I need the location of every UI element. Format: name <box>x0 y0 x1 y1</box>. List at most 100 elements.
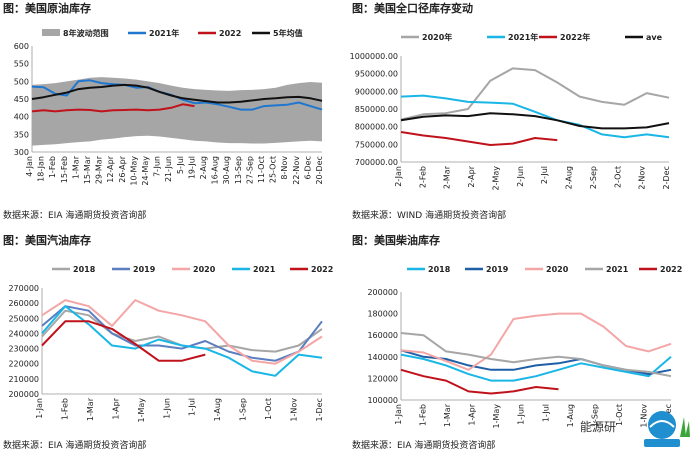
y-tick-label: 900000.00 <box>355 87 398 96</box>
y-tick-label: 750000.00 <box>355 140 398 149</box>
legend-label: 5年均值 <box>273 28 303 38</box>
y-tick-label: 500 <box>14 77 29 86</box>
y-tick-label: 230000 <box>8 345 39 354</box>
legend-label: 2021年 <box>508 32 538 42</box>
legend-label: 2019 <box>133 265 156 274</box>
y-tick-label: 550 <box>14 60 29 69</box>
band-area <box>32 77 322 146</box>
x-tick-label: 18-Jan <box>37 156 46 182</box>
source-crude: 数据来源：EIA 海通期货投资咨询部 <box>3 211 147 221</box>
series-line-2 <box>400 131 558 146</box>
y-tick-label: 240000 <box>8 329 39 338</box>
x-tick-label: 1-Jan <box>35 398 44 419</box>
x-tick-label: 12-Apr <box>106 155 115 182</box>
x-tick-label: 24-May <box>141 156 150 186</box>
y-tick-label: 300 <box>14 148 29 157</box>
y-tick-label: 270000 <box>8 284 39 293</box>
y-tick-label: 250000 <box>8 314 39 323</box>
y-tick-label: 140000 <box>367 353 398 362</box>
chart-title-gasoline: 图：美国汽油库存 <box>3 234 91 247</box>
chart-gasoline: 200000 210000 220000 230000 240000 250000 2600… <box>8 265 333 423</box>
y-tick-label: 200000 <box>367 288 398 297</box>
x-tick-label: 2-Apr <box>467 165 476 187</box>
legend-label: 2021年 <box>149 28 179 38</box>
y-tick-label: 800000.00 <box>355 123 398 132</box>
series-line-3 <box>400 332 672 378</box>
y-tick-label: 120000 <box>367 374 398 383</box>
x-tick-label: 20-Dec <box>315 156 324 185</box>
x-tick-label: 13-Sep <box>234 156 243 184</box>
x-tick-label: 1-Dec <box>315 398 324 421</box>
x-tick-label: 7-Jun <box>153 156 162 177</box>
y-tick-label: 400 <box>14 113 29 122</box>
x-tick-label: 27-Sep <box>245 156 254 184</box>
x-tick-label: 25-Oct <box>269 156 278 183</box>
legend-label: 8年波动范围 <box>63 28 109 38</box>
chart-title-crude: 图：美国原油库存 <box>3 2 91 15</box>
y-tick-label: 950000.00 <box>355 70 398 79</box>
y-tick-label: 100000 <box>367 396 398 405</box>
y-tick-label: 260000 <box>8 299 39 308</box>
series-line-3 <box>41 305 323 377</box>
x-tick-label: 2-Aug <box>199 156 208 179</box>
y-tick-label: 180000 <box>367 310 398 319</box>
chart-diesel: 100000 120000 140000 160000 180000 200000 1-Ja… <box>367 265 682 429</box>
panel-crude: 图：美国原油库存 300 350 400 450 500 550 600 4-Jan 18-Ja… <box>0 0 349 222</box>
x-tick-label: 1-May <box>492 404 501 429</box>
series-line-4 <box>41 320 206 362</box>
y-tick-label: 160000 <box>367 331 398 340</box>
source-gasoline: 数据来源：EIA 海通期货投资咨询部 <box>3 441 147 451</box>
legend-label: 2022 <box>311 265 333 274</box>
x-tick-label: 1-Nov <box>290 398 299 422</box>
legend-label: 2020 <box>546 265 569 274</box>
x-tick-label: 1-Feb <box>419 404 428 426</box>
y-tick-label: 850000.00 <box>355 105 398 114</box>
x-tick-label: 1-Mar <box>443 403 452 427</box>
x-tick-label: 1-Mar <box>71 155 80 179</box>
x-tick-label: 26-Apr <box>118 155 127 182</box>
legend-label: 2021 <box>606 265 629 274</box>
x-tick-label: 2-Feb <box>418 166 427 188</box>
x-tick-label: 1-Mar <box>86 397 95 421</box>
legend-label: 2021 <box>253 265 276 274</box>
x-tick-label: 8-Nov <box>280 156 289 180</box>
y-tick-label: 600 <box>14 42 29 51</box>
x-tick-label: 2-Dec <box>662 166 671 189</box>
y-tick-label: 450 <box>14 95 29 104</box>
x-tick-label: 2-Jul <box>540 166 549 184</box>
legend-label: 2020 <box>193 265 216 274</box>
chart-total: 700000.00 750000.00 800000.00 850000.00 9000… <box>350 32 671 191</box>
x-tick-label: 15-Feb <box>60 156 69 183</box>
x-tick-label: 29-Mar <box>95 155 104 184</box>
x-tick-label: 1-Sep <box>590 404 599 427</box>
series-line-3 <box>400 112 670 130</box>
x-tick-label: 19-Jul <box>187 156 196 179</box>
x-tick-label: 1-Feb <box>60 398 69 420</box>
x-tick-label: 2-Jun <box>516 166 525 187</box>
legend-label: 2020年 <box>422 32 452 42</box>
y-tick-label: 350 <box>14 130 29 139</box>
y-tick-label: 200000 <box>8 390 39 399</box>
legend-label: ave <box>646 33 663 42</box>
x-tick-label: 16-Aug <box>211 156 220 185</box>
logo-icon <box>644 411 690 447</box>
x-tick-label: 1-Nov <box>639 404 648 428</box>
series-line-2 <box>31 83 323 104</box>
panel-total: 图：美国全口径库存变动 700000.00 750000.00 800000.00 8… <box>349 0 698 222</box>
panel-gasoline: 图：美国汽油库存 200000 210000 220000 230000 240000 2… <box>0 232 349 453</box>
x-tick-label: 1-Apr <box>468 403 477 425</box>
legend-label: 2022 <box>660 265 682 274</box>
x-tick-label: 15-Mar <box>83 155 92 184</box>
y-tick-label: 210000 <box>8 375 39 384</box>
y-tick-label: 220000 <box>8 360 39 369</box>
x-tick-label: 1-Jul <box>541 404 550 422</box>
y-tick-label: 700000.00 <box>355 158 398 167</box>
x-tick-label: 2-Nov <box>638 166 647 190</box>
x-tick-label: 10-May <box>129 156 138 186</box>
x-tick-label: 2-Aug <box>565 166 574 189</box>
x-tick-label: 22-Nov <box>292 156 301 185</box>
x-tick-label: 21-Jun <box>164 156 173 182</box>
chart-title-total: 图：美国全口径库存变动 <box>352 2 473 15</box>
series-line-2 <box>400 312 672 371</box>
